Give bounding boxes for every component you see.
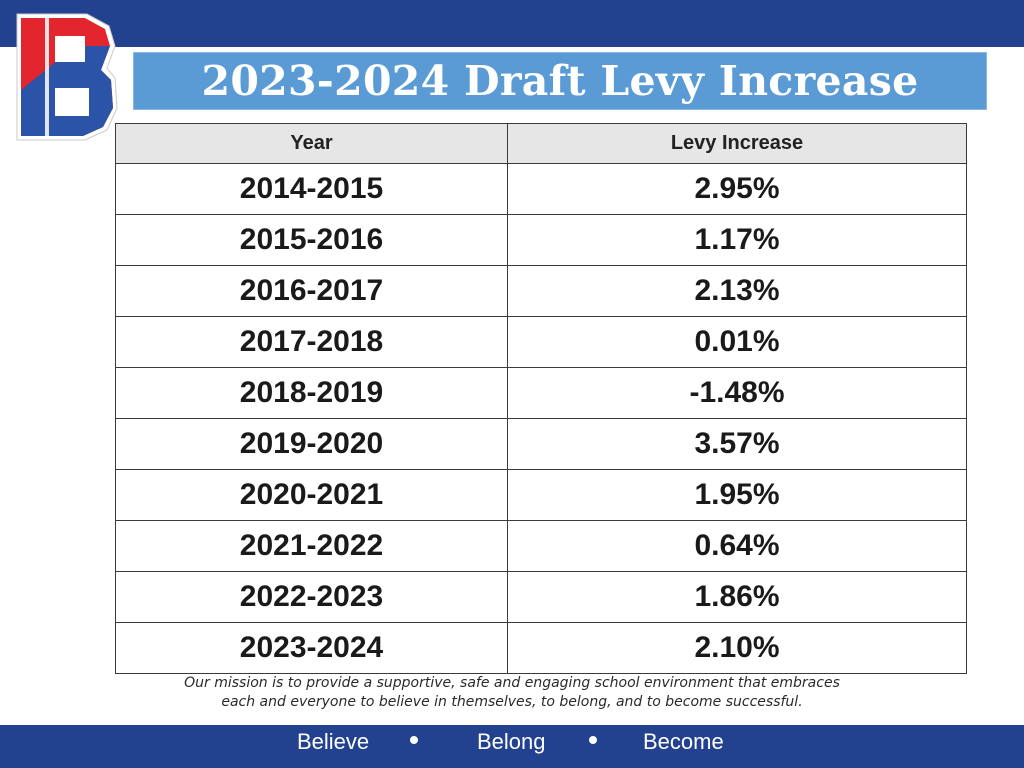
year-cell: 2018-2019 [115,367,508,419]
levy-increase-cell: 2.13% [507,265,967,317]
table-row: 2017-2018 0.01% [115,316,967,368]
column-header-year: Year [115,123,508,164]
table-row: 2019-2020 3.57% [115,418,967,470]
title-banner: 2023-2024 Draft Levy Increase [133,52,987,110]
levy-increase-cell: 1.17% [507,214,967,266]
year-cell: 2019-2020 [115,418,508,470]
table-row: 2014-2015 2.95% [115,163,967,215]
levy-increase-cell: -1.48% [507,367,967,419]
levy-increase-cell: 1.95% [507,469,967,521]
school-b-logo [16,13,118,141]
column-header-levy-increase: Levy Increase [507,123,967,164]
table-header-row: Year Levy Increase [115,123,967,164]
slide-title: 2023-2024 Draft Levy Increase [201,57,919,105]
mission-line-1: Our mission is to provide a supportive, … [184,675,840,691]
motto-become: Become [643,729,724,754]
levy-increase-cell: 1.86% [507,571,967,623]
year-cell: 2021-2022 [115,520,508,572]
motto-belong: Belong [477,729,546,754]
bottom-brand-band [0,725,1024,768]
levy-increase-cell: 0.64% [507,520,967,572]
motto-believe: Believe [297,729,370,754]
year-cell: 2023-2024 [115,622,508,674]
table-row: 2016-2017 2.13% [115,265,967,317]
year-cell: 2020-2021 [115,469,508,521]
year-cell: 2015-2016 [115,214,508,266]
table-row: 2018-2019 -1.48% [115,367,967,419]
mission-line-2: each and everyone to believe in themselv… [221,694,803,710]
table-row: 2020-2021 1.95% [115,469,967,521]
table-row: 2023-2024 2.10% [115,622,967,674]
table-row: 2022-2023 1.86% [115,571,967,623]
levy-increase-cell: 2.95% [507,163,967,215]
table-row: 2015-2016 1.17% [115,214,967,266]
bullet-dot-icon [589,736,597,744]
levy-increase-cell: 3.57% [507,418,967,470]
levy-increase-cell: 2.10% [507,622,967,674]
levy-increase-table: Year Levy Increase 2014-2015 2.95% 2015-… [115,123,967,674]
year-cell: 2017-2018 [115,316,508,368]
top-brand-band [0,0,1024,47]
year-cell: 2022-2023 [115,571,508,623]
year-cell: 2016-2017 [115,265,508,317]
levy-increase-cell: 0.01% [507,316,967,368]
bullet-dot-icon [410,736,418,744]
year-cell: 2014-2015 [115,163,508,215]
mission-statement: Our mission is to provide a supportive, … [160,674,864,712]
table-row: 2021-2022 0.64% [115,520,967,572]
